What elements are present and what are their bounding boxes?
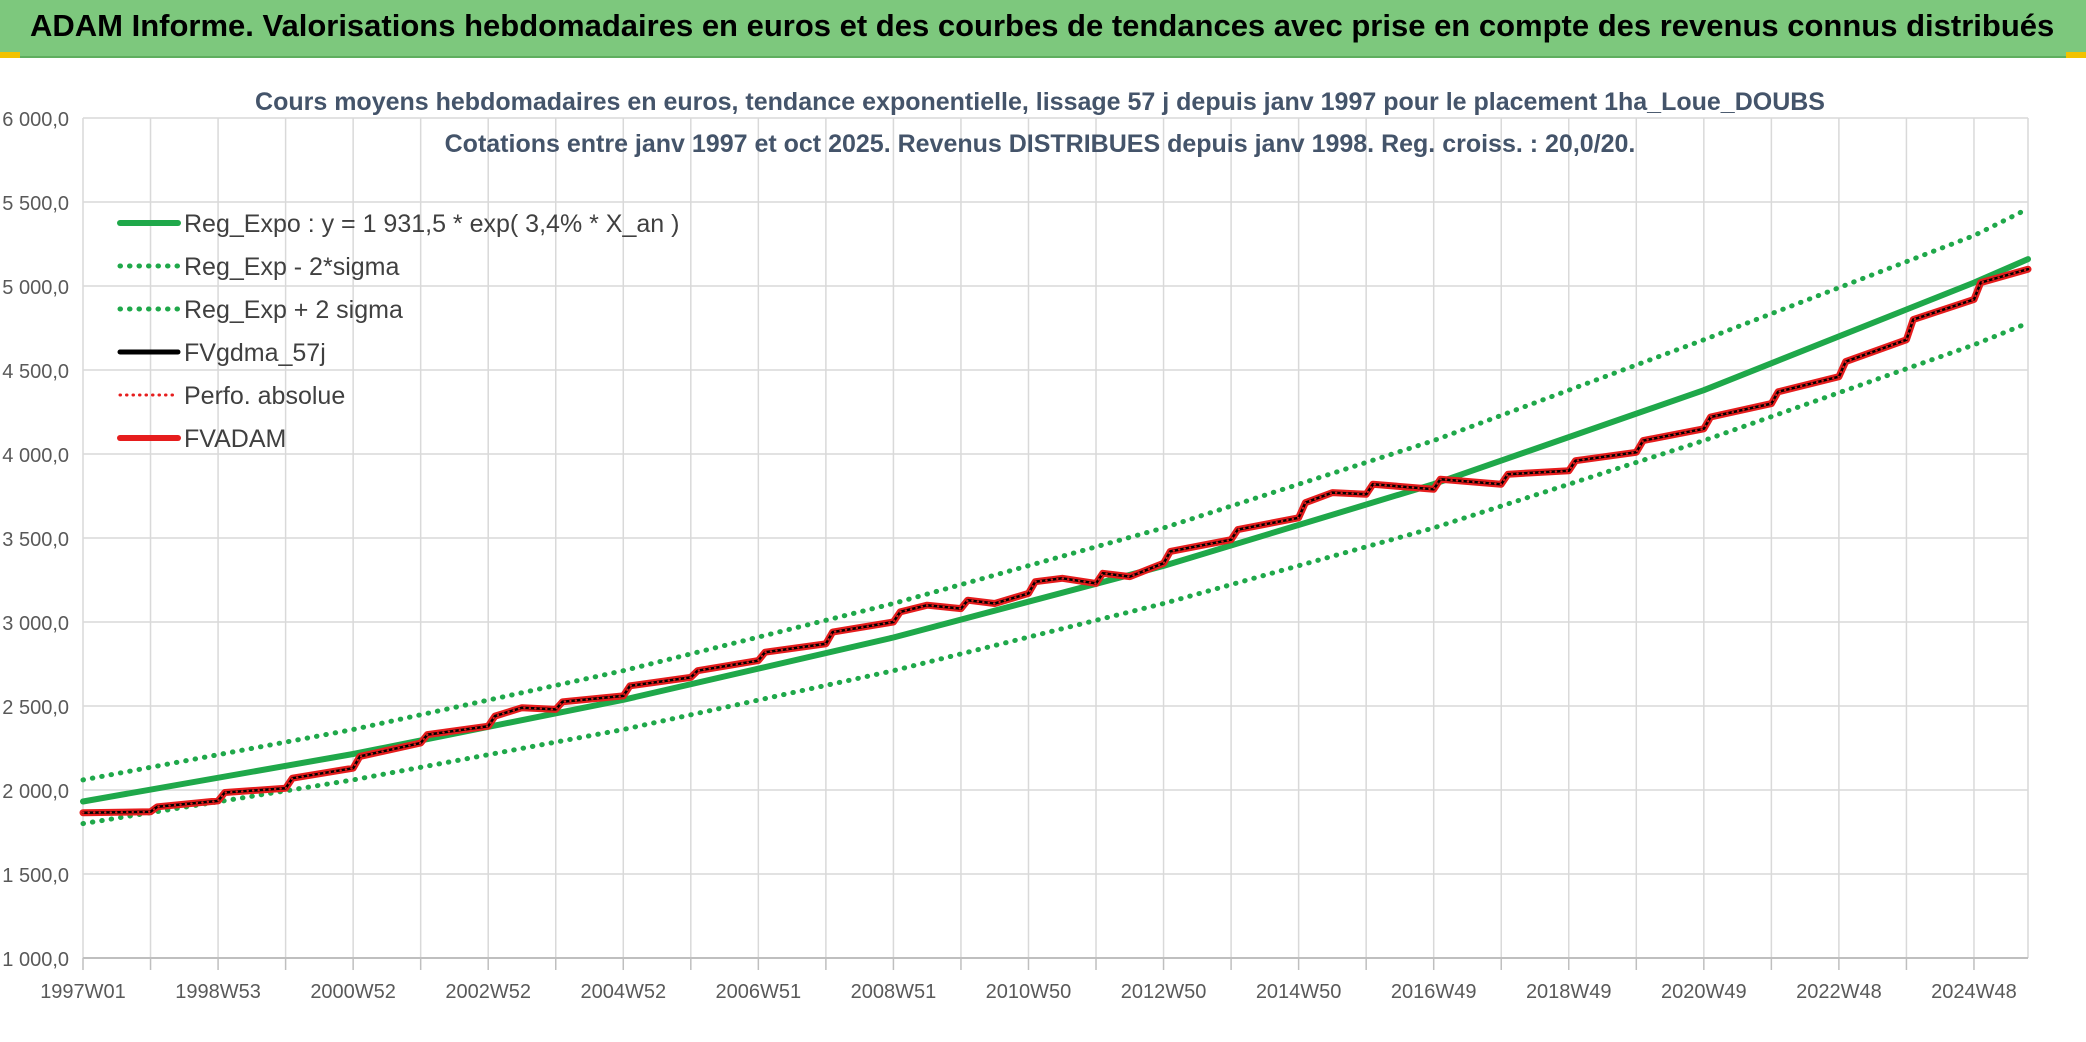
series-line-5 [79,265,2032,817]
legend: Reg_Expo : y = 1 931,5 * exp( 3,4% * X_a… [117,210,679,453]
x-tick-label: 2014W50 [1256,981,1342,1003]
y-tick-label: 3 000,0 [2,613,69,635]
x-tick-label: 2002W52 [445,981,531,1003]
y-tick-label: 5 500,0 [2,193,69,215]
report-banner: ADAM Informe. Valorisations hebdomadaire… [0,0,2086,58]
legend-label-1: Reg_Exp - 2*sigma [184,253,399,281]
series-line-2 [80,206,2031,783]
x-tick-label: 2006W51 [716,981,802,1003]
x-tick-label: 2022W48 [1796,981,1882,1003]
y-tick-label: 1 500,0 [2,865,69,887]
legend-label-4: Perfo. absolue [184,382,345,410]
x-tick-label: 2016W49 [1391,981,1477,1003]
chart-title: Cours moyens hebdomadaires en euros, ten… [255,88,1825,116]
y-tick-label: 4 000,0 [2,445,69,467]
grid-layer [82,117,2029,959]
axis-layer: 1 000,0 1 500,0 2 000,0 2 500,0 3 000,0 3 500… [2,109,2028,1003]
series-line-4 [82,268,2029,814]
y-tick-label: 1 000,0 [2,949,69,971]
y-tick-label: 4 500,0 [2,361,69,383]
x-tick-label: 2000W52 [310,981,396,1003]
x-tick-label: 2024W48 [1931,981,2017,1003]
legend-label-2: Reg_Exp + 2 sigma [184,296,403,324]
series-line-3 [81,267,2030,814]
x-tick-label: 1998W53 [175,981,261,1003]
y-tick-label: 3 500,0 [2,529,69,551]
x-tick-label: 2004W52 [580,981,666,1003]
series-layer [79,206,2032,827]
corner-marker-left [0,52,20,58]
y-tick-label: 5 000,0 [2,277,69,299]
y-tick-label: 2 500,0 [2,697,69,719]
series-line-1 [80,320,2031,827]
chart-frame: 1 000,0 1 500,0 2 000,0 2 500,0 3 000,0 3 500… [0,58,2086,1037]
x-tick-label: 2020W49 [1661,981,1747,1003]
y-tick-label: 2 000,0 [2,781,69,803]
x-tick-label: 2012W50 [1121,981,1207,1003]
series-line-0 [80,256,2031,805]
legend-label-0: Reg_Expo : y = 1 931,5 * exp( 3,4% * X_a… [184,210,679,238]
legend-label-3: FVgdma_57j [184,339,326,367]
x-tick-label: 2008W51 [851,981,937,1003]
report-title: ADAM Informe. Valorisations hebdomadaire… [30,8,2055,43]
x-tick-label: 1997W01 [40,981,126,1003]
chart-subtitle: Cotations entre janv 1997 et oct 2025. R… [445,130,1636,158]
line-chart: 1 000,0 1 500,0 2 000,0 2 500,0 3 000,0 3 500… [2,88,2032,1003]
x-tick-label: 2018W49 [1526,981,1612,1003]
legend-label-5: FVADAM [184,425,286,453]
corner-marker-right [2066,52,2086,58]
y-tick-label: 6 000,0 [2,109,69,131]
x-tick-label: 2010W50 [986,981,1072,1003]
